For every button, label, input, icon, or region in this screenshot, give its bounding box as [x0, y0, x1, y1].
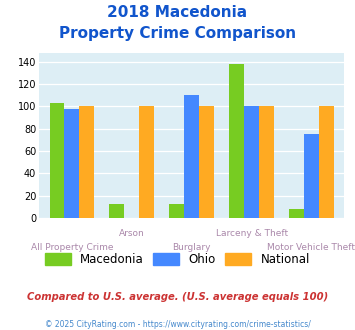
Bar	[50, 103, 65, 218]
Bar	[289, 209, 304, 218]
Bar	[65, 109, 80, 218]
Legend: Macedonia, Ohio, National: Macedonia, Ohio, National	[40, 248, 315, 271]
Bar	[139, 106, 154, 218]
Text: Arson: Arson	[119, 229, 145, 238]
Text: Property Crime Comparison: Property Crime Comparison	[59, 26, 296, 41]
Bar	[109, 204, 124, 218]
Bar	[80, 106, 94, 218]
Text: Motor Vehicle Theft: Motor Vehicle Theft	[267, 243, 355, 252]
Text: Compared to U.S. average. (U.S. average equals 100): Compared to U.S. average. (U.S. average …	[27, 292, 328, 302]
Bar	[259, 106, 274, 218]
Text: 2018 Macedonia: 2018 Macedonia	[108, 5, 247, 20]
Text: Burglary: Burglary	[173, 243, 211, 252]
Bar	[319, 106, 334, 218]
Bar	[184, 95, 199, 218]
Bar	[199, 106, 214, 218]
Bar	[169, 204, 184, 218]
Text: © 2025 CityRating.com - https://www.cityrating.com/crime-statistics/: © 2025 CityRating.com - https://www.city…	[45, 320, 310, 329]
Bar	[304, 134, 319, 218]
Bar	[229, 64, 244, 218]
Text: Larceny & Theft: Larceny & Theft	[215, 229, 288, 238]
Text: All Property Crime: All Property Crime	[31, 243, 113, 252]
Bar	[244, 106, 259, 218]
